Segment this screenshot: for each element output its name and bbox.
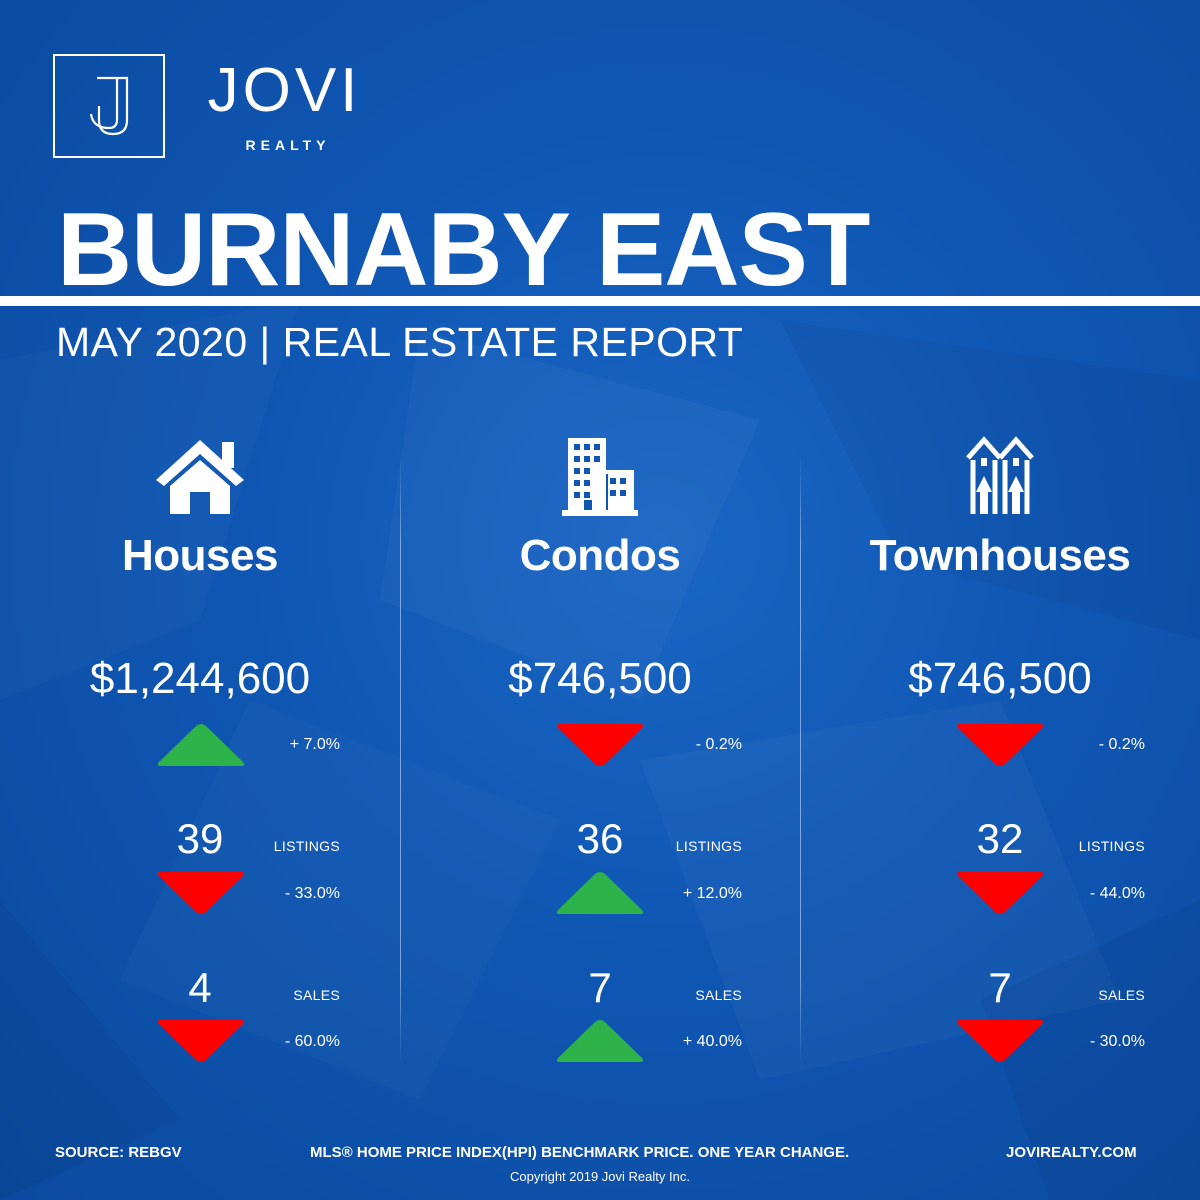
listings-count: 32 [976, 815, 1024, 862]
sales-label: SALES [293, 987, 340, 1003]
listings-change-percent: - 33.0% [284, 885, 340, 902]
townhouse-icon [966, 436, 1034, 514]
copyright-text: Copyright 2019 Jovi Realty Inc. [510, 1169, 690, 1184]
brand-name: JOVI [207, 56, 362, 125]
footer-website-link[interactable]: JOVIREALTY.COM [1006, 1144, 1137, 1161]
arrow-down-icon [556, 724, 644, 766]
listings-change-percent: + 12.0% [682, 885, 742, 902]
brand-subtitle: REALTY [245, 137, 331, 153]
sales-count: 7 [588, 964, 612, 1011]
jovi-monogram-icon [89, 76, 129, 136]
category-title: Condos [519, 531, 681, 580]
sales-count: 7 [988, 964, 1012, 1011]
listings-change-percent: - 44.0% [1089, 885, 1145, 902]
arrow-down-icon [157, 1020, 245, 1062]
benchmark-price: $746,500 [908, 654, 1092, 703]
arrow-down-icon [956, 872, 1044, 914]
page-title: BURNABY EAST [57, 192, 870, 308]
price-change-percent: + 7.0% [289, 736, 340, 753]
listings-label: LISTINGS [1078, 838, 1145, 854]
price-change-percent: - 0.2% [695, 736, 742, 753]
sales-change-percent: - 30.0% [1089, 1033, 1145, 1050]
sales-change-percent: - 60.0% [284, 1033, 340, 1050]
logo-box [53, 54, 165, 158]
condo-building-icon [562, 438, 638, 516]
footer-note: MLS® HOME PRICE INDEX(HPI) BENCHMARK PRI… [310, 1144, 850, 1161]
benchmark-price: $746,500 [508, 654, 692, 703]
price-change-percent: - 0.2% [1098, 736, 1145, 753]
listings-count: 39 [176, 815, 224, 862]
category-title: Townhouses [869, 531, 1131, 580]
sales-change-percent: + 40.0% [682, 1033, 742, 1050]
column-divider [400, 455, 401, 1065]
listings-count: 36 [576, 815, 624, 862]
arrow-up-icon [556, 872, 644, 914]
report-subtitle: MAY 2020 | REAL ESTATE REPORT [56, 319, 744, 365]
column-divider [800, 455, 801, 1065]
footer-source: SOURCE: REBGV [55, 1144, 182, 1161]
benchmark-price: $1,244,600 [89, 654, 311, 703]
listings-label: LISTINGS [273, 838, 340, 854]
sales-label: SALES [695, 987, 742, 1003]
arrow-up-icon [157, 724, 245, 766]
category-title: Houses [122, 531, 278, 580]
arrow-up-icon [556, 1020, 644, 1062]
listings-label: LISTINGS [675, 838, 742, 854]
house-icon [156, 440, 244, 514]
townhouses-column: Townhouses $746,500 - 0.2% 32 LISTINGS -… [800, 0, 1200, 1200]
arrow-down-icon [956, 1020, 1044, 1062]
sales-count: 4 [188, 964, 212, 1011]
title-underline [0, 296, 1200, 306]
sales-label: SALES [1098, 987, 1145, 1003]
houses-column: Houses $1,244,600 + 7.0% 39 LISTINGS - 3… [0, 0, 400, 1200]
arrow-down-icon [956, 724, 1044, 766]
condos-column: Condos $746,500 - 0.2% 36 LISTINGS + 12.… [400, 0, 800, 1200]
arrow-down-icon [157, 872, 245, 914]
